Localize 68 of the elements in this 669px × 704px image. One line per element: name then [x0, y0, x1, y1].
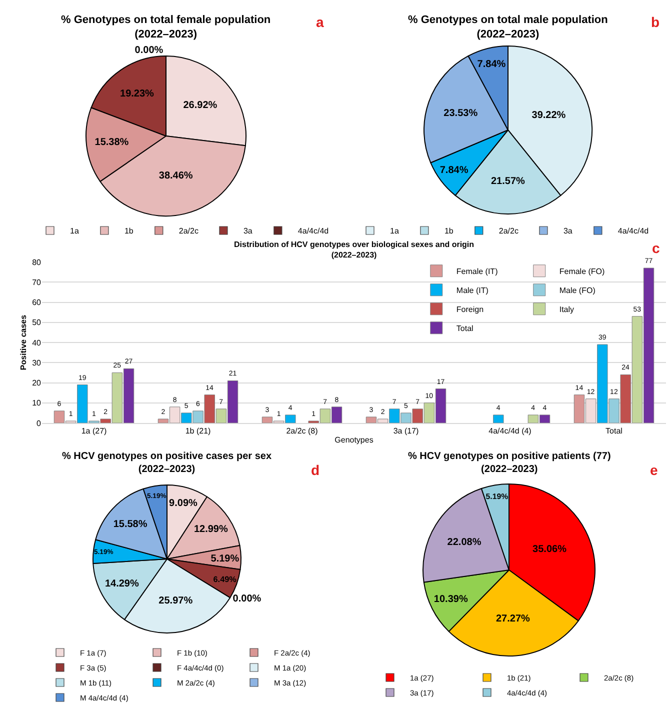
- legend-label: 2a/2c: [178, 226, 198, 236]
- chart-title: % HCV genotypes on positive patients (77) (2022–2023): [408, 451, 611, 475]
- legend-label: 1a: [70, 226, 80, 236]
- chart-title: % Genotypes on total male population (2022–2023): [408, 14, 608, 40]
- y-tick-label: 40: [32, 338, 42, 348]
- x-tick-label: 3a (17): [393, 426, 420, 436]
- legend-label: 1b: [444, 226, 454, 236]
- data-label: 22.08%: [447, 537, 482, 548]
- bar: [493, 414, 504, 423]
- legend-label: 1b: [124, 226, 134, 236]
- data-label: 27.27%: [496, 613, 530, 624]
- data-label: 9.09%: [169, 498, 198, 510]
- y-tick-label: 80: [32, 258, 42, 267]
- legend-label: Italy: [559, 304, 574, 314]
- legend-label: Female (FO): [559, 266, 606, 276]
- legend-label: 4a/4c/4d: [298, 226, 329, 236]
- data-label: 39.22%: [532, 110, 566, 122]
- legend-label: Male (IT): [456, 286, 489, 295]
- x-tick-label: Total: [606, 426, 623, 436]
- legend-label: 1a: [390, 226, 400, 236]
- data-label: 6.49%: [213, 574, 238, 584]
- data-label: 38.46%: [158, 170, 193, 182]
- text: e: [650, 462, 658, 478]
- data-label: 7.84%: [477, 59, 506, 70]
- data-label: 5.19%: [486, 492, 508, 501]
- data-label: 25.97%: [158, 595, 193, 606]
- text: b: [651, 14, 660, 30]
- x-tick-label: 1a (27): [81, 426, 108, 436]
- y-tick-label: 20: [32, 378, 42, 388]
- text: c: [652, 240, 660, 256]
- x-tick-label: 1b (21): [185, 426, 212, 436]
- data-label: 10.39%: [434, 594, 468, 605]
- data-label: 5.19%: [210, 554, 240, 564]
- x-axis-title: Genotypes: [334, 436, 374, 445]
- text: d: [311, 462, 320, 478]
- legend-label: Total: [456, 324, 474, 333]
- data-label: 35.06%: [532, 544, 567, 555]
- data-label: 26.92%: [183, 100, 218, 112]
- y-tick-label: 50: [32, 318, 42, 328]
- legend-label: Female (IT): [456, 266, 498, 276]
- data-label: 21.57%: [490, 176, 525, 188]
- legend-label: Foreign: [456, 304, 484, 314]
- x-tick-label: 4a/4c/4d (4): [488, 426, 532, 436]
- y-axis-title: Positive cases: [18, 314, 28, 370]
- data-label: 14.29%: [104, 578, 139, 590]
- text: 0.00%: [232, 594, 262, 605]
- y-tick-label: 10: [32, 398, 42, 408]
- legend-label: 3a: [563, 226, 573, 236]
- data-label: 12.99%: [194, 524, 228, 535]
- legend-label: Male (FO): [559, 286, 596, 295]
- chart-title: % HCV genotypes on positive cases per sex (2022–2023): [62, 451, 272, 475]
- legend-label: 3a: [243, 226, 253, 236]
- legend-label: 2a/2c: [498, 226, 518, 236]
- data-label: 19.23%: [120, 88, 154, 100]
- data-label: 7.84%: [440, 165, 468, 176]
- text: 0.00%: [134, 45, 164, 56]
- y-tick-label: 0: [36, 418, 42, 428]
- y-tick-label: 30: [32, 358, 42, 368]
- x-tick-label: 2a/2c (8): [286, 426, 318, 436]
- data-label: 15.58%: [113, 519, 148, 530]
- data-label: 15.38%: [94, 137, 129, 148]
- y-tick-label: 70: [32, 278, 42, 287]
- text: a: [316, 14, 324, 30]
- data-label: 23.53%: [444, 108, 478, 119]
- chart-title: % Genotypes on total female population (2022–2023): [61, 14, 271, 40]
- y-tick-label: 60: [32, 298, 42, 308]
- legend-label: 4a/4c/4d: [618, 226, 649, 236]
- chart-title: Distribution of HCV genotypes over biological sexes and origin (2022–2023): [234, 240, 474, 260]
